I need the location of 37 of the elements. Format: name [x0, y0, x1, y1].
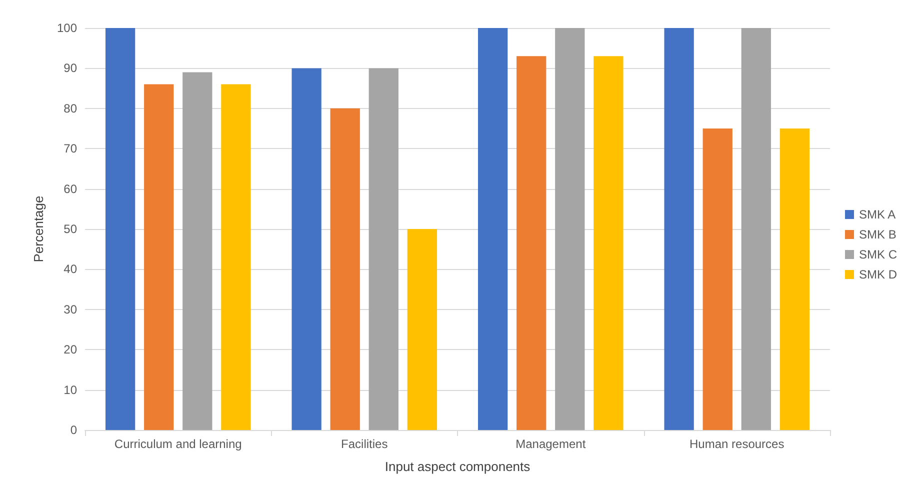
bar — [182, 72, 212, 430]
bar — [664, 28, 694, 430]
y-tick-label: 90 — [64, 61, 78, 76]
legend-label: SMK A — [858, 208, 896, 222]
legend-label: SMK D — [858, 268, 898, 282]
bar — [741, 28, 771, 430]
bar — [594, 56, 624, 430]
y-tick-label: 100 — [56, 21, 78, 35]
y-tick-label: 70 — [64, 142, 78, 156]
y-tick-label: 0 — [70, 423, 78, 437]
bar — [292, 68, 322, 430]
bar — [368, 68, 398, 430]
x-axis-title: Input aspect components — [384, 459, 531, 474]
x-tick-label: Curriculum and learning — [114, 437, 242, 451]
bar — [478, 28, 508, 430]
bar — [407, 229, 438, 430]
bar — [144, 84, 174, 430]
bar — [702, 128, 732, 430]
bar — [516, 56, 546, 430]
bar — [780, 128, 810, 430]
y-tick-label: 10 — [64, 382, 78, 397]
y-tick-label: 40 — [64, 262, 78, 276]
bar — [221, 84, 251, 430]
y-axis-title: Percentage — [31, 196, 46, 262]
x-tick-label: Facilities — [341, 437, 388, 451]
x-tick-label: Management — [516, 437, 586, 451]
y-tick-label: 30 — [64, 302, 78, 316]
y-tick-label: 50 — [64, 222, 78, 236]
bar — [105, 28, 136, 430]
bar — [555, 28, 585, 430]
x-tick-label: Human resources — [690, 437, 784, 451]
y-tick-label: 80 — [64, 101, 78, 116]
legend-label: SMK C — [858, 248, 898, 262]
bar — [330, 108, 360, 430]
y-tick-label: 60 — [64, 182, 78, 196]
y-tick-label: 20 — [64, 342, 78, 357]
legend-label: SMK B — [858, 228, 896, 242]
